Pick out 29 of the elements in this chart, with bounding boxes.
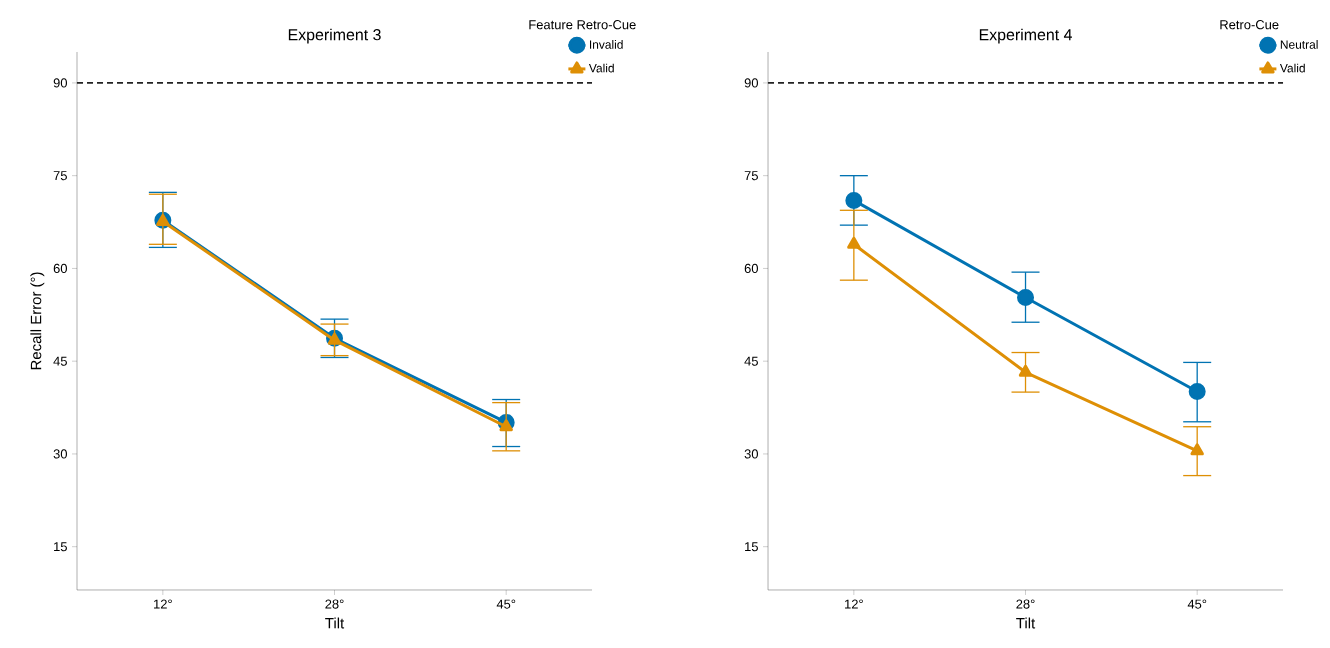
chart-title: Experiment 3 bbox=[288, 28, 381, 44]
legend-title: Feature Retro-Cue bbox=[529, 20, 636, 30]
y-tick-label: 75 bbox=[53, 171, 67, 181]
y-tick-label: 15 bbox=[54, 542, 67, 552]
legend-title: Retro-Cue bbox=[1220, 20, 1279, 30]
y-tick-label: 30 bbox=[744, 449, 758, 459]
legend-label: Neutral bbox=[1280, 40, 1318, 49]
y-tick-label: 75 bbox=[744, 171, 758, 181]
x-axis-title: Tilt bbox=[1016, 617, 1036, 629]
y-axis-title: Recall Error (°) bbox=[30, 272, 45, 370]
x-tick-label: 12° bbox=[154, 599, 172, 609]
legend-label: Valid bbox=[588, 63, 614, 73]
y-tick-label: 90 bbox=[53, 78, 67, 88]
y-tick-label: 45 bbox=[53, 356, 67, 366]
x-axis-title: Tilt bbox=[325, 617, 345, 629]
y-tick-label: 90 bbox=[744, 78, 758, 88]
y-tick-label: 15 bbox=[745, 542, 758, 552]
x-tick-label: 28° bbox=[1016, 599, 1035, 609]
x-tick-label: 45° bbox=[1187, 599, 1207, 609]
legend-label: Valid bbox=[1279, 63, 1305, 73]
y-tick-label: 45 bbox=[744, 356, 758, 366]
x-tick-label: 28° bbox=[325, 599, 344, 609]
y-tick-label: 30 bbox=[53, 449, 67, 459]
legend-label: Invalid bbox=[589, 40, 623, 49]
x-tick-label: 45° bbox=[496, 599, 516, 609]
y-tick-label: 60 bbox=[744, 263, 758, 274]
chart-title: Experiment 4 bbox=[979, 28, 1072, 44]
y-tick-label: 60 bbox=[53, 263, 67, 274]
x-tick-label: 12° bbox=[845, 599, 863, 609]
